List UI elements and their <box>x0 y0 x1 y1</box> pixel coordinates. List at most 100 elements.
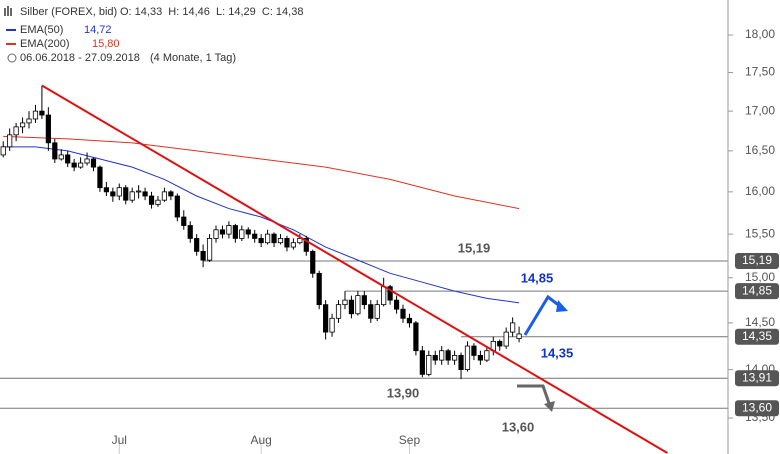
annotation: 14,85 <box>521 270 554 285</box>
annotation: 15,19 <box>458 240 491 255</box>
candle-body <box>310 250 316 274</box>
chart-icon <box>4 6 12 16</box>
candle-body <box>329 317 335 333</box>
candle-body <box>181 216 187 226</box>
level-label: 13,91 <box>742 370 772 384</box>
level-label: 14,35 <box>742 329 772 343</box>
period-note: (4 Monate, 1 Tag) <box>150 52 236 64</box>
instrument: Silber (FOREX, bid) <box>20 6 117 18</box>
candle-body <box>284 238 290 248</box>
line <box>3 146 520 304</box>
up-arrow-head <box>556 300 568 312</box>
candle-body <box>290 242 296 248</box>
candle-body <box>187 225 193 239</box>
level-label-box <box>735 400 779 417</box>
candle-body <box>277 238 284 244</box>
y-tick-label: 17,00 <box>745 103 775 117</box>
candle-body <box>271 233 277 244</box>
candle-body <box>26 118 32 124</box>
line <box>3 135 520 210</box>
candle-body <box>503 331 509 347</box>
candle-body <box>387 286 393 301</box>
candle-body <box>136 190 142 193</box>
candle-body <box>510 322 516 333</box>
trendline <box>41 84 668 454</box>
candle-body <box>348 299 355 315</box>
candle-body <box>129 191 135 201</box>
candle-body <box>65 154 71 164</box>
y-tick-label: 17,50 <box>745 65 775 79</box>
candle-body <box>464 345 471 371</box>
candle-body <box>148 195 155 205</box>
candle-body <box>116 187 122 197</box>
annotation: 13,60 <box>502 419 535 434</box>
candle-body <box>32 110 39 120</box>
candle-body <box>78 162 84 168</box>
annotation: 13,90 <box>387 385 420 400</box>
candle-body <box>477 355 483 361</box>
down-arrow-head <box>544 401 555 412</box>
candle-body <box>58 154 64 160</box>
candle-body <box>13 126 19 136</box>
x-tick-label: Aug <box>250 433 271 447</box>
y-tick-label: 16,50 <box>745 143 775 157</box>
candle-body <box>155 199 161 205</box>
candle-body <box>239 229 245 239</box>
candle-body <box>19 122 26 128</box>
candle-body <box>445 350 451 361</box>
plot-area <box>0 84 728 454</box>
legend-value: 14,72 <box>84 24 112 36</box>
candle-body <box>342 299 348 306</box>
candle-body <box>213 229 219 239</box>
level-label: 15,19 <box>742 253 772 267</box>
y-tick-label: 18,00 <box>745 27 775 41</box>
candle-body <box>52 142 58 160</box>
candle-body <box>303 238 309 252</box>
level-label: 13,60 <box>742 400 772 414</box>
y-tick-label: 15,50 <box>745 226 775 240</box>
y-tick-label: 16,00 <box>745 184 775 198</box>
candle-body <box>168 191 174 197</box>
candle-body <box>451 355 458 361</box>
candle-body <box>71 162 77 168</box>
candle-body <box>439 350 445 361</box>
candle-body <box>316 272 322 306</box>
candle-body <box>381 286 387 306</box>
candle-body <box>7 134 13 148</box>
candle-body <box>84 158 90 164</box>
candle-body <box>264 233 271 244</box>
candle-body <box>97 166 103 189</box>
candle-body <box>426 355 432 375</box>
y-tick-label: 14,50 <box>745 315 775 329</box>
candle-body <box>226 225 232 235</box>
candle-body <box>335 304 342 319</box>
annotation: 14,35 <box>541 345 574 360</box>
candle-body <box>206 238 213 261</box>
candle-body <box>432 355 438 361</box>
candle-body <box>355 295 361 315</box>
quote: O: 14,33 H: 14,46 L: 14,29 C: 14,38 <box>120 6 303 18</box>
candle-body <box>232 225 238 239</box>
candle-body <box>161 191 168 201</box>
candle-body <box>0 146 6 156</box>
legend-label: EMA(50) <box>20 24 63 36</box>
candle-body <box>200 250 206 261</box>
x-tick-label: Jul <box>112 433 127 447</box>
level-label-box <box>735 283 779 300</box>
candle-body <box>497 340 503 347</box>
candle-body <box>219 229 226 235</box>
candle-body <box>245 229 251 235</box>
candle-body <box>471 345 477 356</box>
candle-body <box>123 187 129 201</box>
candle-body <box>361 295 367 306</box>
candle-body <box>174 195 180 218</box>
candle-body <box>252 233 258 239</box>
candle-body <box>45 114 51 144</box>
candle-body <box>323 304 329 333</box>
candle-body <box>39 110 45 116</box>
period: 06.06.2018 - 27.09.2018 <box>20 52 140 64</box>
candle-body <box>194 238 200 252</box>
candle-body <box>297 238 303 244</box>
level-label-box <box>735 370 779 387</box>
